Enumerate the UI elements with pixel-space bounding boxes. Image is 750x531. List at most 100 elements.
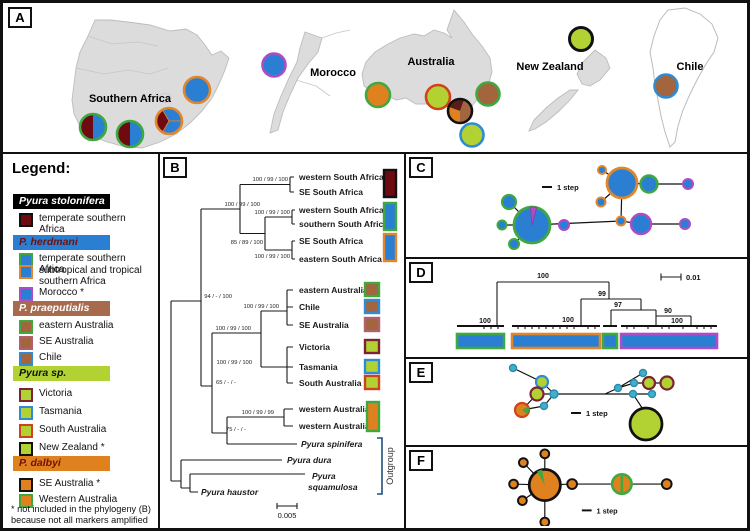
tree-b-clade-swatches <box>363 168 398 433</box>
maps-canvas: Southern Africa Morocco Australia New Ze… <box>71 7 719 149</box>
haplotype-node <box>595 196 607 208</box>
panel-e-label: E <box>409 362 433 383</box>
tip-label: SE Australia <box>299 320 349 330</box>
tip-label: eastern South Africa <box>299 254 382 264</box>
swatch-praeputialis-chile <box>19 352 33 366</box>
legend-item: New Zealand * <box>3 442 160 456</box>
swatch-tasmania <box>363 358 381 375</box>
haplotype-wedge-western-australia <box>537 469 545 486</box>
panel-d-tree-herdmani: D 100 99 97 90 100 100 100 <box>406 259 747 359</box>
pie-south-australia <box>424 83 452 111</box>
support-value: 85 / 89 / 100 <box>231 240 263 246</box>
tip-label: SE South Africa <box>299 187 363 197</box>
swatch-se-australia <box>363 316 381 333</box>
legend-item: subtropical and tropical southern Africa <box>3 265 160 286</box>
network-f-nodes <box>508 448 673 528</box>
legend-item: SE Australia * <box>3 478 160 492</box>
legend-item-label: South Australia <box>39 424 107 435</box>
tree-d-scalebar: 0.01 <box>660 273 701 282</box>
support-value: 100 / 99 / 100 <box>255 210 290 216</box>
swatch-herdmani-subtropical <box>19 265 33 279</box>
pie-southern-south-africa <box>115 119 145 149</box>
support-value: 75 / - / - <box>226 427 246 433</box>
haplotype-node <box>549 389 559 399</box>
legend-item: South Australia <box>3 424 160 438</box>
legend-item: Victoria <box>3 388 160 402</box>
haplotype-node <box>508 478 519 490</box>
swatch-praeputialis-se-australia <box>19 336 33 350</box>
map-label-new-zealand: New Zealand <box>516 61 583 73</box>
legend-item: temperate southern Africa <box>3 213 160 234</box>
swatch-south-australia <box>363 374 381 391</box>
legend-item: eastern Australia <box>3 320 160 334</box>
haplotype-node <box>647 389 657 399</box>
map-morocco: Morocco <box>269 29 356 134</box>
legend-group-dalbyi: P. dalbyi <box>13 456 110 471</box>
haplotype-node <box>566 478 578 490</box>
map-new-zealand: New Zealand <box>516 49 611 132</box>
panel-b-letter: B <box>170 160 180 175</box>
haplotype-node <box>539 448 551 460</box>
haplotype-node <box>517 495 528 507</box>
panel-a-label: A <box>8 7 32 28</box>
panel-c-label: C <box>409 157 433 178</box>
haplotype-node <box>508 238 520 250</box>
tree-b-tip-labels: western South Africa SE South Africa wes… <box>201 172 388 497</box>
bar-morocco <box>619 332 719 350</box>
tip-label: western South Africa <box>298 172 384 182</box>
map-label-morocco: Morocco <box>310 67 356 79</box>
network-e-edges <box>512 367 667 415</box>
tree-b-branches <box>170 176 305 493</box>
tip-label: eastern Australia <box>299 285 368 295</box>
legend-title: Legend: <box>12 160 71 177</box>
swatch-praeputialis-eastern-australia <box>19 320 33 334</box>
haplotype-node <box>500 193 518 211</box>
swatch-eastern-australia <box>363 281 381 298</box>
legend-item-label: temperate southern Africa <box>39 253 126 275</box>
support-value: 100 / 99 / 100 <box>244 304 279 310</box>
haplotype-node <box>628 389 638 399</box>
panel-b-label: B <box>163 157 187 178</box>
pie-morocco <box>261 52 287 78</box>
legend-group-pyura-sp: Pyura sp. <box>13 366 110 381</box>
haplotype-node-large-subtropical <box>605 166 639 200</box>
haplotype-node <box>508 363 518 373</box>
tree-b-canvas: western South Africa SE South Africa wes… <box>170 168 398 520</box>
network-c-canvas: 1 step <box>496 165 694 250</box>
legend-item: Chile <box>3 352 160 366</box>
outgroup-taxon: Pyura <box>312 471 336 481</box>
scalebar-value: 0.01 <box>686 273 701 282</box>
support-value: 100 <box>671 318 683 325</box>
tip-label: southern South Africa <box>299 219 388 229</box>
swatch-sp-tasmania <box>19 406 33 420</box>
tree-b-scalebar: 0.005 <box>276 503 298 520</box>
tree-d-canvas: 100 99 97 90 100 100 100 0.01 <box>455 273 719 350</box>
pie-eastern-australia <box>475 81 501 107</box>
legend-group-herdmani: P. herdmani <box>13 235 110 250</box>
tree-d-support-values: 100 99 97 90 100 100 100 <box>479 273 683 325</box>
haplotype-node-large-se-australia <box>527 468 562 503</box>
support-value: 100 <box>562 317 574 324</box>
panel-f-network-dalbyi: F 1 step <box>406 447 747 528</box>
pie-eastern-south-africa <box>182 75 212 105</box>
map-label-chile: Chile <box>677 61 704 73</box>
tip-label: South Australia <box>299 378 362 388</box>
support-value: 100 / 99 / 99 <box>242 410 274 416</box>
support-value: 100 / 99 / 100 <box>255 254 290 260</box>
support-value: 100 <box>537 273 549 280</box>
legend-item: Western Australia <box>3 494 160 508</box>
swatch-dalbyi-western-australia <box>19 494 33 508</box>
network-f-canvas: 1 step <box>508 448 673 528</box>
haplotype-node <box>682 178 694 190</box>
legend-footnote: * not included in the phylogeny (B) beca… <box>11 504 151 525</box>
pie-tasmania <box>459 122 485 148</box>
panel-a-maps: A Southern Africa Morocco Aus <box>3 3 747 154</box>
legend-item-label: temperate southern Africa <box>39 213 126 235</box>
legend-item-label: Morocco * <box>39 287 85 298</box>
haplotype-node <box>629 212 653 236</box>
map-label-southern-africa: Southern Africa <box>89 93 172 105</box>
network-e-nodes <box>508 363 675 442</box>
swatch-chile <box>363 298 381 315</box>
panel-c-network-herdmani: C 1 <box>406 154 747 259</box>
